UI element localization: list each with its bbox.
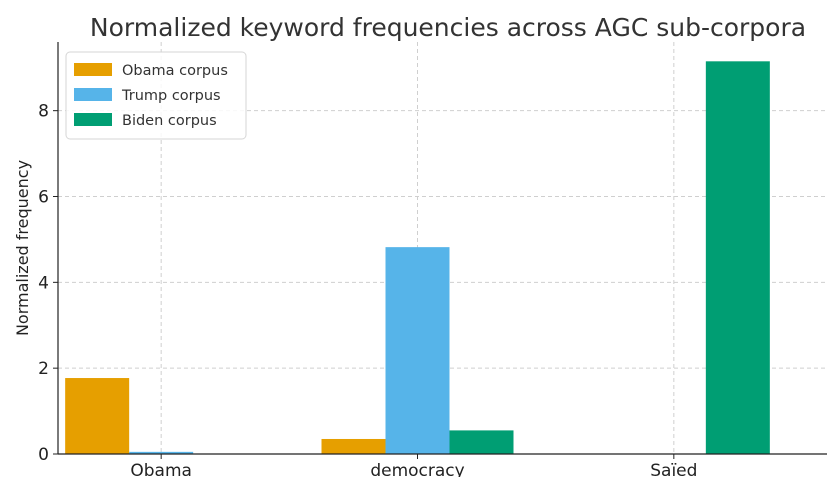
y-axis-ticks: 0 2 4 6 8 xyxy=(38,102,58,465)
bar xyxy=(385,247,450,454)
legend: Obama corpus Trump corpus Biden corpus xyxy=(65,51,247,140)
chart-title: Normalized keyword frequencies across AG… xyxy=(90,13,806,42)
x-tick-label: Saïed xyxy=(650,461,697,477)
legend-label: Trump corpus xyxy=(121,88,221,104)
bar xyxy=(65,378,130,454)
y-tick-label: 2 xyxy=(38,359,49,379)
x-axis-ticks: Obama democracy Saïed xyxy=(130,454,697,477)
y-tick-label: 0 xyxy=(38,445,49,465)
legend-label: Biden corpus xyxy=(122,113,217,129)
x-tick-label: Obama xyxy=(130,461,192,477)
y-tick-label: 6 xyxy=(38,188,49,208)
legend-swatch xyxy=(74,88,112,101)
bars xyxy=(65,61,770,454)
legend-swatch xyxy=(74,113,112,126)
y-tick-label: 4 xyxy=(38,273,49,293)
y-axis-label: Normalized frequency xyxy=(13,160,32,336)
legend-label: Obama corpus xyxy=(122,63,228,79)
y-tick-label: 8 xyxy=(38,102,49,122)
legend-swatch xyxy=(74,63,112,76)
bar xyxy=(321,438,386,454)
bar xyxy=(705,61,770,454)
x-tick-label: democracy xyxy=(370,461,464,477)
bar xyxy=(449,430,514,454)
bar xyxy=(129,451,194,454)
